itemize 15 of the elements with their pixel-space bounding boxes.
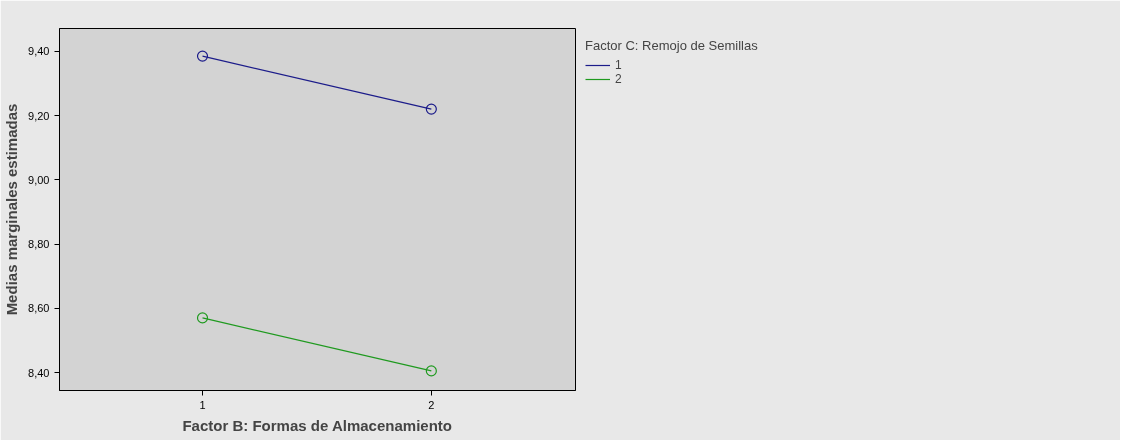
point: [425, 365, 437, 377]
legend-title: Factor C: Remojo de Semillas: [585, 38, 758, 53]
y-tick-label: 9,20: [28, 109, 50, 122]
y-tick-label: 8,40: [28, 366, 50, 379]
point: [196, 50, 209, 62]
y-tick-label: 8,80: [28, 238, 50, 251]
point: [196, 312, 209, 324]
y-axis-title: Medias marginales estimadas: [3, 103, 21, 316]
point: [425, 103, 437, 115]
legend-label: 2: [615, 72, 623, 86]
y-tick-label: 9,00: [28, 173, 50, 186]
legend-label: 1: [615, 58, 623, 72]
y-tick-label: 9,40: [28, 45, 50, 58]
y-tick-label: 8,60: [28, 302, 50, 315]
x-axis-title: Factor B: Formas de Almacenamiento: [182, 416, 452, 434]
